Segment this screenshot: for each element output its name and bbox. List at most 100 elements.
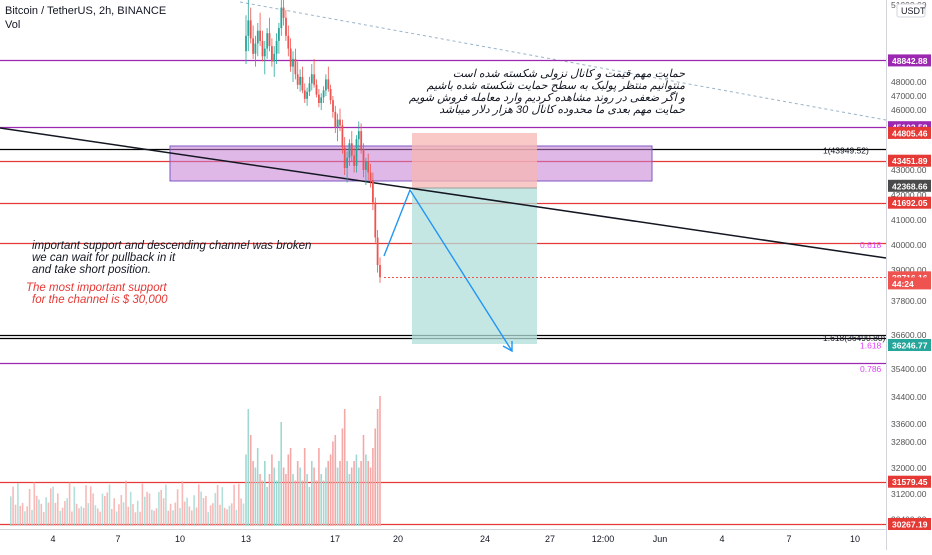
volume-bar bbox=[287, 454, 290, 526]
candle-body bbox=[268, 33, 271, 46]
volume-bar bbox=[358, 467, 360, 526]
volume-bar bbox=[238, 483, 240, 526]
candle-body bbox=[313, 74, 316, 85]
descending-channel-line bbox=[0, 127, 887, 259]
price-badge-label: 44:24 bbox=[892, 279, 914, 289]
candle-body bbox=[289, 48, 292, 67]
volume-bar bbox=[80, 506, 83, 526]
candle-body bbox=[315, 84, 318, 95]
red-annotation: The most important support for the chann… bbox=[26, 282, 168, 306]
projection-path bbox=[383, 188, 513, 352]
persian-line: منتوانیم منتظر پولبک به سطح حمایت شکسته … bbox=[426, 80, 685, 92]
volume-bar bbox=[45, 497, 47, 526]
volume-bar bbox=[174, 502, 177, 526]
dashed-trendline bbox=[239, 1, 887, 121]
candle-body bbox=[357, 131, 360, 140]
candle-body bbox=[252, 38, 254, 54]
volume-bar bbox=[111, 509, 113, 526]
volume-bar bbox=[313, 467, 315, 526]
persian-line: حمایت مهم بعدی ما محدوده کانال 30 هزار د… bbox=[439, 104, 685, 116]
volume-bar bbox=[87, 503, 90, 526]
fib-label: 0.786 bbox=[860, 364, 882, 374]
candle-body bbox=[280, 7, 283, 29]
volume-bar bbox=[343, 409, 346, 526]
volume-bar bbox=[245, 454, 247, 526]
price-badge-label: 36246.77 bbox=[892, 341, 928, 351]
candle-body bbox=[273, 53, 276, 62]
candle-body bbox=[306, 91, 308, 99]
volume-bar bbox=[261, 480, 264, 526]
volume-bar bbox=[17, 483, 19, 526]
price-badge-label: 48842.88 bbox=[892, 56, 928, 66]
volume-bar bbox=[320, 474, 322, 526]
volume-bar bbox=[125, 480, 127, 526]
price-badge bbox=[888, 196, 931, 209]
volume-bar bbox=[68, 482, 71, 526]
volume-bar bbox=[273, 467, 275, 526]
volume-bar bbox=[181, 481, 184, 526]
volume-bar bbox=[78, 508, 80, 526]
y-tick-label: 31200.00 bbox=[891, 489, 927, 499]
persian-line: و اگر ضعفی در روند مشاهده کردیم وارد معا… bbox=[408, 92, 685, 104]
volume-bar bbox=[172, 510, 174, 526]
consolidation-box bbox=[169, 145, 653, 182]
candle-body bbox=[372, 180, 374, 203]
candle-body bbox=[360, 131, 363, 150]
volume-bar bbox=[254, 467, 257, 526]
volume-bar bbox=[219, 504, 221, 526]
y-tick-label: 48000.00 bbox=[891, 77, 927, 87]
volume-bar bbox=[144, 496, 146, 526]
volume-bar bbox=[242, 503, 245, 526]
volume-bar bbox=[118, 504, 120, 526]
candle-body bbox=[308, 83, 311, 92]
volume-bar bbox=[120, 495, 123, 526]
candle-body bbox=[374, 202, 377, 238]
candle-body bbox=[259, 30, 261, 41]
y-tick-label: 36600.00 bbox=[891, 330, 927, 340]
volume-bar bbox=[365, 454, 367, 526]
candle-body bbox=[271, 46, 273, 62]
currency-label: USDT bbox=[901, 6, 926, 16]
volume-bar bbox=[198, 484, 200, 526]
candle-body bbox=[301, 76, 304, 91]
volume-bar bbox=[136, 500, 139, 526]
x-tick-label: 10 bbox=[175, 534, 185, 544]
candle-body bbox=[355, 139, 358, 166]
candle-body bbox=[245, 35, 247, 52]
fib-label: 1.618 bbox=[860, 341, 882, 351]
volume-bar bbox=[256, 448, 259, 526]
volume-bar bbox=[191, 510, 193, 526]
volume-bar bbox=[294, 480, 297, 526]
candle-body bbox=[353, 155, 355, 166]
price-badge bbox=[888, 277, 931, 290]
english-line: we can wait for pullback in it bbox=[32, 252, 176, 264]
candle-body bbox=[287, 35, 290, 49]
volume-bar bbox=[339, 461, 341, 526]
price-badge-label: 42368.66 bbox=[892, 181, 928, 191]
volume-bar bbox=[223, 507, 226, 526]
volume-bar bbox=[52, 486, 54, 526]
volume-bar bbox=[75, 503, 78, 526]
volume-bar bbox=[31, 509, 33, 526]
y-tick-label: 39000.00 bbox=[891, 265, 927, 275]
volume-bar bbox=[379, 396, 381, 526]
volume-bar bbox=[369, 467, 372, 526]
volume-bar bbox=[318, 448, 320, 526]
volume-bar bbox=[106, 492, 108, 526]
y-tick-label: 32800.00 bbox=[891, 437, 927, 447]
volume-bar bbox=[104, 496, 106, 526]
volume-bar bbox=[374, 428, 376, 526]
y-tick-label: 41000.00 bbox=[891, 215, 927, 225]
candle-body bbox=[247, 20, 250, 36]
price-badge-label: 44805.46 bbox=[892, 128, 928, 138]
volume-bar bbox=[285, 474, 287, 526]
candle-body bbox=[303, 90, 306, 99]
symbol-title: Bitcoin / TetherUS, 2h, BINANCE bbox=[5, 5, 167, 17]
volume-bar bbox=[97, 508, 99, 526]
volume-bar bbox=[28, 489, 31, 526]
candle-body bbox=[325, 79, 327, 91]
volume-bar bbox=[108, 484, 111, 526]
volume-bar bbox=[113, 498, 115, 526]
